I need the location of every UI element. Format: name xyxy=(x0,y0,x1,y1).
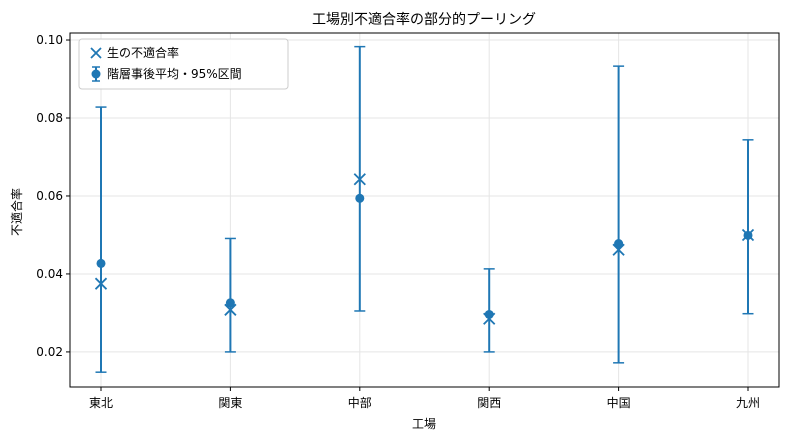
posterior-mean-point xyxy=(614,239,624,249)
legend-label-raw: 生の不適合率 xyxy=(107,45,179,60)
x-marker-stroke xyxy=(224,303,237,316)
x-marker-stroke xyxy=(353,173,366,186)
legend-x-marker xyxy=(90,47,102,59)
x-tick-label: 中部 xyxy=(348,395,372,410)
posterior-mean-point xyxy=(225,298,235,308)
legend-box xyxy=(78,38,289,90)
legend-x-marker-icon xyxy=(90,47,102,59)
y-axis-label: 不適合率 xyxy=(9,188,24,236)
legend-errorbar-marker-icon xyxy=(91,66,101,82)
y-tick-label: 0.08 xyxy=(36,111,63,125)
y-tick-label: 0.10 xyxy=(36,33,63,47)
error-bars xyxy=(95,45,754,373)
y-tick-label: 0.04 xyxy=(36,267,63,281)
x-axis-label: 工場 xyxy=(412,417,436,431)
y-tick-label: 0.02 xyxy=(36,345,63,359)
error-bar xyxy=(95,106,107,373)
data-markers xyxy=(94,173,755,325)
x-marker-stroke xyxy=(90,47,102,59)
chart-title: 工場別不適合率の部分的プーリング xyxy=(312,11,536,28)
raw-rate-point xyxy=(94,277,108,290)
legend-item-raw: 生の不適合率 xyxy=(90,45,179,60)
axis-ticks: 0.02 0.04 0.06 0.08 0.10 東北 関東 中部 関西 中国 九州 xyxy=(36,33,760,410)
x-tick-label: 東北 xyxy=(89,396,113,410)
x-marker-stroke xyxy=(483,312,496,325)
posterior-mean-point xyxy=(96,258,106,268)
raw-rate-point xyxy=(353,173,366,186)
legend: 生の不適合率 階層事後平均・95%区間 xyxy=(78,38,289,90)
legend-point xyxy=(91,69,101,79)
error-bar xyxy=(742,139,754,315)
plot-frame xyxy=(69,32,780,388)
legend-label-posterior: 階層事後平均・95%区間 xyxy=(107,66,242,81)
posterior-mean-point xyxy=(355,193,365,203)
error-bar xyxy=(224,237,236,353)
x-marker-stroke xyxy=(612,243,625,256)
x-marker-stroke xyxy=(94,277,108,290)
raw-rate-point xyxy=(483,312,496,325)
x-marker-stroke xyxy=(741,228,755,242)
raw-rate-point xyxy=(612,243,625,256)
legend-item-posterior: 階層事後平均・95%区間 xyxy=(91,66,242,82)
x-tick-label: 関東 xyxy=(218,396,242,410)
raw-rate-point xyxy=(224,303,237,316)
x-tick-label: 九州 xyxy=(736,396,760,410)
raw-rate-point xyxy=(741,228,755,242)
y-tick-label: 0.06 xyxy=(36,189,63,203)
x-tick-label: 中国 xyxy=(607,395,631,410)
error-bar xyxy=(613,65,625,364)
x-tick-label: 関西 xyxy=(477,396,501,410)
